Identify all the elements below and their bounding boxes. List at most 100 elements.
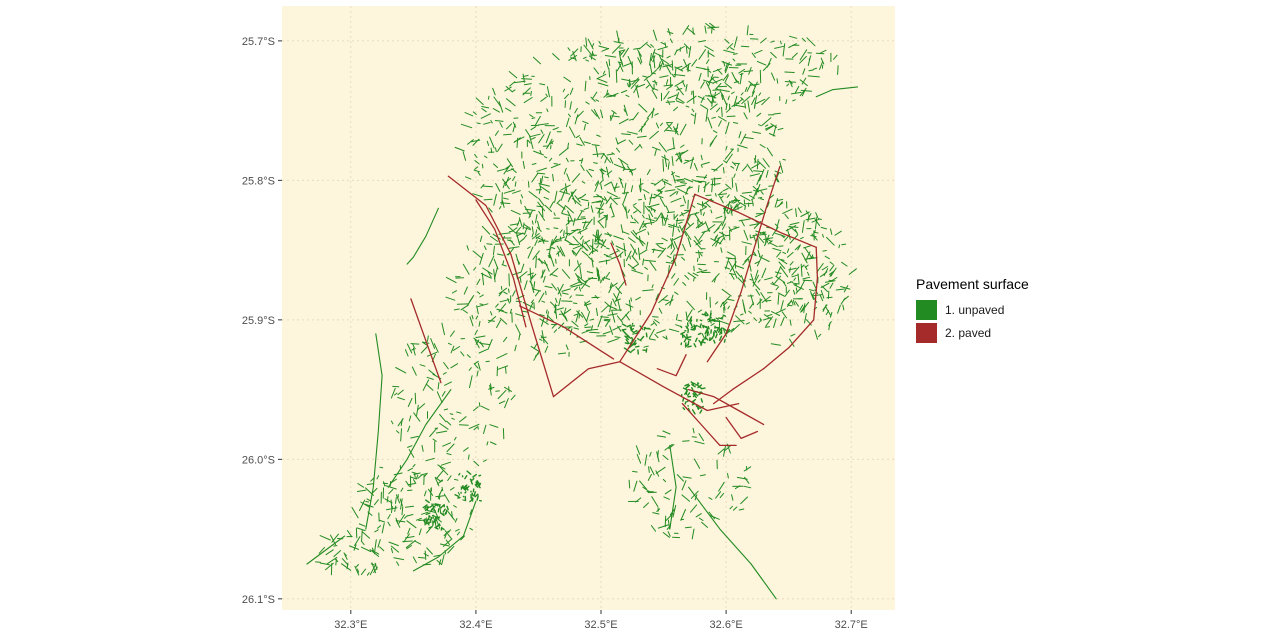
unpaved-road-segment: [792, 99, 796, 102]
unpaved-road-segment: [395, 494, 401, 504]
unpaved-road-segment: [531, 220, 534, 225]
unpaved-road-segment: [550, 301, 555, 307]
unpaved-road-segment: [574, 114, 579, 125]
unpaved-road-segment: [559, 190, 571, 195]
unpaved-road-segment: [553, 304, 558, 308]
unpaved-road-segment: [725, 121, 730, 135]
unpaved-road-segment: [567, 142, 569, 150]
legend: Pavement surface 1. unpaved 2. paved: [916, 276, 1029, 344]
unpaved-road-segment: [577, 227, 588, 234]
unpaved-road-segment: [556, 199, 561, 204]
unpaved-road-segment: [551, 246, 556, 250]
unpaved-road-segment: [540, 96, 547, 102]
unpaved-road-segment: [480, 184, 485, 189]
unpaved-road-segment: [777, 294, 780, 305]
unpaved-road-segment: [716, 88, 720, 91]
unpaved-road-segment: [408, 415, 412, 422]
unpaved-road-segment: [671, 273, 676, 279]
unpaved-road-segment: [444, 530, 452, 540]
unpaved-road-segment: [454, 478, 459, 481]
unpaved-road-segment: [670, 238, 676, 250]
unpaved-road-segment: [643, 194, 646, 200]
unpaved-road-segment: [667, 244, 672, 249]
unpaved-road-segment: [801, 220, 805, 233]
unpaved-road-segment: [390, 420, 394, 425]
unpaved-road-segment: [522, 234, 528, 241]
unpaved-road-segment: [662, 158, 665, 172]
unpaved-road-segment: [577, 210, 583, 220]
unpaved-road-segment: [716, 327, 720, 332]
unpaved-road-segment: [763, 317, 771, 321]
unpaved-road-segment: [558, 352, 567, 355]
unpaved-road-segment: [697, 332, 702, 336]
unpaved-road-segment: [700, 154, 703, 161]
unpaved-road-segment: [821, 266, 829, 271]
unpaved-road-segment: [453, 308, 460, 311]
unpaved-road-segment: [625, 206, 628, 219]
unpaved-road-segment: [487, 95, 490, 100]
unpaved-road-segment: [381, 523, 385, 534]
unpaved-road-segment: [731, 91, 735, 95]
unpaved-road-segment: [710, 103, 718, 110]
unpaved-road-segment: [784, 213, 789, 219]
unpaved-road-segment: [582, 120, 589, 124]
unpaved-road-segment: [662, 430, 671, 435]
unpaved-road-segment: [745, 322, 750, 325]
unpaved-road-segment: [632, 470, 638, 473]
unpaved-road-segment: [761, 231, 767, 234]
unpaved-road-segment: [697, 309, 703, 313]
unpaved-road-segment: [461, 486, 467, 491]
unpaved-road-segment: [721, 106, 723, 117]
y-tick-label: 26.0°S: [242, 454, 275, 466]
unpaved-road-segment: [719, 237, 725, 245]
unpaved-road-segment: [719, 492, 725, 499]
unpaved-road-segment: [469, 527, 474, 531]
unpaved-road-segment: [732, 206, 743, 212]
unpaved-road-segment: [618, 157, 629, 166]
unpaved-road-segment: [530, 137, 536, 140]
unpaved-road-segment: [523, 83, 532, 86]
unpaved-road-segment: [533, 150, 544, 156]
unpaved-road-segment: [441, 390, 446, 397]
unpaved-road-segment: [604, 233, 613, 236]
unpaved-road-segment: [468, 454, 470, 460]
unpaved-road-segment: [432, 438, 437, 442]
unpaved-road-segment: [541, 208, 544, 218]
unpaved-road-segment: [425, 499, 430, 504]
unpaved-road-segment: [744, 476, 750, 484]
unpaved-road-segment: [799, 55, 807, 64]
unpaved-road-segment: [472, 193, 483, 198]
unpaved-road-segment: [536, 205, 544, 208]
unpaved-road-segment: [756, 60, 767, 66]
unpaved-road-segment: [684, 230, 692, 240]
unpaved-road-segment: [643, 345, 649, 348]
unpaved-road-segment: [424, 550, 427, 560]
unpaved-road-segment: [520, 199, 522, 205]
unpaved-road-segment: [675, 92, 680, 101]
unpaved-road-segment: [778, 258, 788, 265]
unpaved-road-segment: [655, 466, 666, 474]
unpaved-road-segment: [669, 328, 680, 333]
unpaved-road-segment: [642, 75, 649, 78]
unpaved-road-segment: [515, 226, 521, 233]
unpaved-road-segment: [680, 325, 683, 329]
unpaved-road-segment: [700, 387, 706, 390]
unpaved-road-segment: [780, 300, 784, 311]
unpaved-road-segment: [434, 515, 437, 521]
unpaved-road-segment: [647, 205, 656, 211]
unpaved-road-segment: [443, 530, 449, 537]
unpaved-road-segment: [565, 344, 569, 351]
unpaved-road-segment: [650, 525, 656, 532]
unpaved-road-segment: [665, 261, 674, 264]
unpaved-road-segment: [630, 79, 640, 89]
unpaved-road-segment: [426, 351, 438, 357]
unpaved-road-segment: [699, 319, 703, 322]
unpaved-road-segment: [530, 299, 534, 304]
unpaved-road-segment: [341, 563, 352, 571]
unpaved-road-segment: [405, 540, 416, 549]
unpaved-road-segment: [424, 506, 430, 512]
unpaved-road-segment: [535, 229, 538, 236]
unpaved-road-segment: [617, 279, 626, 291]
unpaved-road-segment: [444, 381, 452, 386]
unpaved-road-segment: [635, 296, 641, 301]
